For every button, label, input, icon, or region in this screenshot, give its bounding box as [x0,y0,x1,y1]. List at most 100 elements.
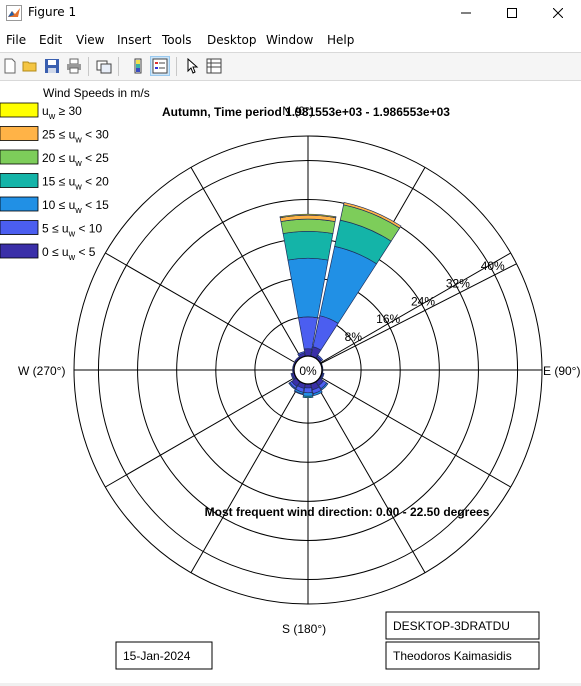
maximize-button[interactable] [489,0,535,26]
insert-colorbar-button[interactable] [128,56,148,76]
wind-rose-bar-segment [282,230,334,261]
legend-label: 15 ≤ uw < 20 [42,175,109,192]
direction-spoke [314,381,426,573]
legend[interactable]: Wind Speeds in m/s uw ≥ 30 25 ≤ uw < 30 20… [0,86,150,262]
legend-title: Wind Speeds in m/s [43,86,150,100]
date-box: 15-Jan-2024 [115,641,213,670]
menu-file[interactable]: File [6,33,27,47]
legend-swatch [0,243,39,259]
legend-label: 0 ≤ uw < 5 [42,245,96,262]
legend-swatch [0,149,39,165]
direction-spoke [319,252,511,364]
wind-rose-bars [279,202,402,399]
new-figure-button[interactable] [0,56,20,76]
author-text: Theodoros Kaimasidis [393,649,512,663]
new-figure-icon [4,58,16,74]
legend-label: 10 ≤ uw < 15 [42,198,109,215]
wind-rose-plot: 8% 16% 24% 32% 40% 0% N (0°) W (270°) E (90°… [0,86,580,670]
legend-label: uw ≥ 30 [42,104,82,121]
center-label: 0% [299,364,317,378]
direction-spoke [190,167,302,359]
print-icon [67,58,81,74]
legend-swatch [0,173,39,188]
menu-bar: File Edit View Insert Tools Desktop Wind… [0,28,581,52]
window-title: Figure 1 [28,5,77,19]
minimize-icon [461,12,471,14]
edit-plot-button[interactable] [182,56,202,76]
radial-tick-label: 8% [345,330,363,344]
north-label: N (0°) [282,104,313,118]
direction-spoke [190,381,302,573]
wind-rose-bar-segment [279,213,337,219]
link-plot-icon [96,60,112,74]
minimize-button[interactable] [443,0,489,26]
open-file-button[interactable] [20,56,40,76]
radial-tick-labels: 8% 16% 24% 32% 40% [345,259,505,344]
wind-rose-bar-segment [293,390,304,396]
wind-rose-bar-segment [320,382,329,391]
insert-legend-button[interactable] [150,56,170,76]
toolbar-separator [118,57,119,76]
legend-swatch [0,220,39,235]
menu-help[interactable]: Help [327,33,355,47]
wind-rose-bar-segment [312,389,323,397]
legend-entry: 25 ≤ uw < 30 [0,126,109,145]
save-button[interactable] [42,56,62,76]
radial-tick-label: 40% [481,259,505,273]
menu-tools[interactable]: Tools [162,33,192,47]
menu-edit[interactable]: Edit [39,33,63,47]
legend-entry: 0 ≤ uw < 5 [0,243,96,262]
wind-rose-bar-segment [320,372,325,380]
print-button[interactable] [64,56,84,76]
radial-tick-label: 16% [376,312,400,326]
most-frequent-direction-text: Most frequent wind direction: 0.00 - 22.… [205,505,490,519]
wind-rose-bar-segment [302,395,314,399]
direction-spoke [319,376,511,488]
radial-tick-line [320,263,517,365]
wind-rose-bar-segment [303,387,313,394]
computer-name-box: DESKTOP-3DRATDU [385,611,540,640]
radial-tick-axis [320,263,517,365]
close-icon [553,8,563,18]
legend-swatch [0,126,39,141]
legend-swatch [0,196,39,212]
wind-rose-bar-segment [302,392,314,397]
legend-entry: uw ≥ 30 [0,102,82,121]
legend-entry: 20 ≤ uw < 25 [0,149,109,168]
wind-rose-bar-segment [316,354,324,362]
legend-entry: 15 ≤ uw < 20 [0,173,109,192]
insert-legend-icon [152,58,168,74]
wind-rose-bar-segment [343,202,402,229]
menu-desktop[interactable]: Desktop [207,33,257,47]
menu-view[interactable]: View [76,33,105,47]
author-box: Theodoros Kaimasidis [385,641,540,670]
close-button[interactable] [535,0,581,26]
menu-window[interactable]: Window [266,33,314,47]
figure-toolbar [0,52,581,81]
toolbar-separator [176,57,177,76]
chart-title: Autumn, Time period 1.981553e+03 - 1.986… [162,105,450,119]
legend-label: 20 ≤ uw < 25 [42,151,109,168]
edit-plot-icon [187,58,199,74]
insert-colorbar-icon [134,58,142,74]
south-label: S (180°) [282,622,326,636]
radial-tick-label: 24% [411,294,435,308]
west-label: W (270°) [18,364,65,378]
legend-label: 25 ≤ uw < 30 [42,128,109,145]
property-inspector-button[interactable] [204,56,224,76]
legend-label: 5 ≤ uw < 10 [42,222,102,239]
center-circle [293,355,323,385]
open-file-icon [22,61,37,72]
wind-rose-bar-segment [290,373,295,380]
legend-entry: 5 ≤ uw < 10 [0,220,102,239]
window-bottom-edge [0,683,581,686]
radial-tick-label: 32% [446,277,470,291]
window-titlebar: Figure 1 [0,0,581,26]
menu-insert[interactable]: Insert [117,33,152,47]
direction-spoke [105,376,297,488]
computer-name-text: DESKTOP-3DRATDU [393,619,510,633]
toolbar-separator [88,57,89,76]
link-plot-button[interactable] [94,56,114,76]
wind-rose-bar-segment [280,218,336,234]
legend-entry: 10 ≤ uw < 15 [0,196,109,215]
